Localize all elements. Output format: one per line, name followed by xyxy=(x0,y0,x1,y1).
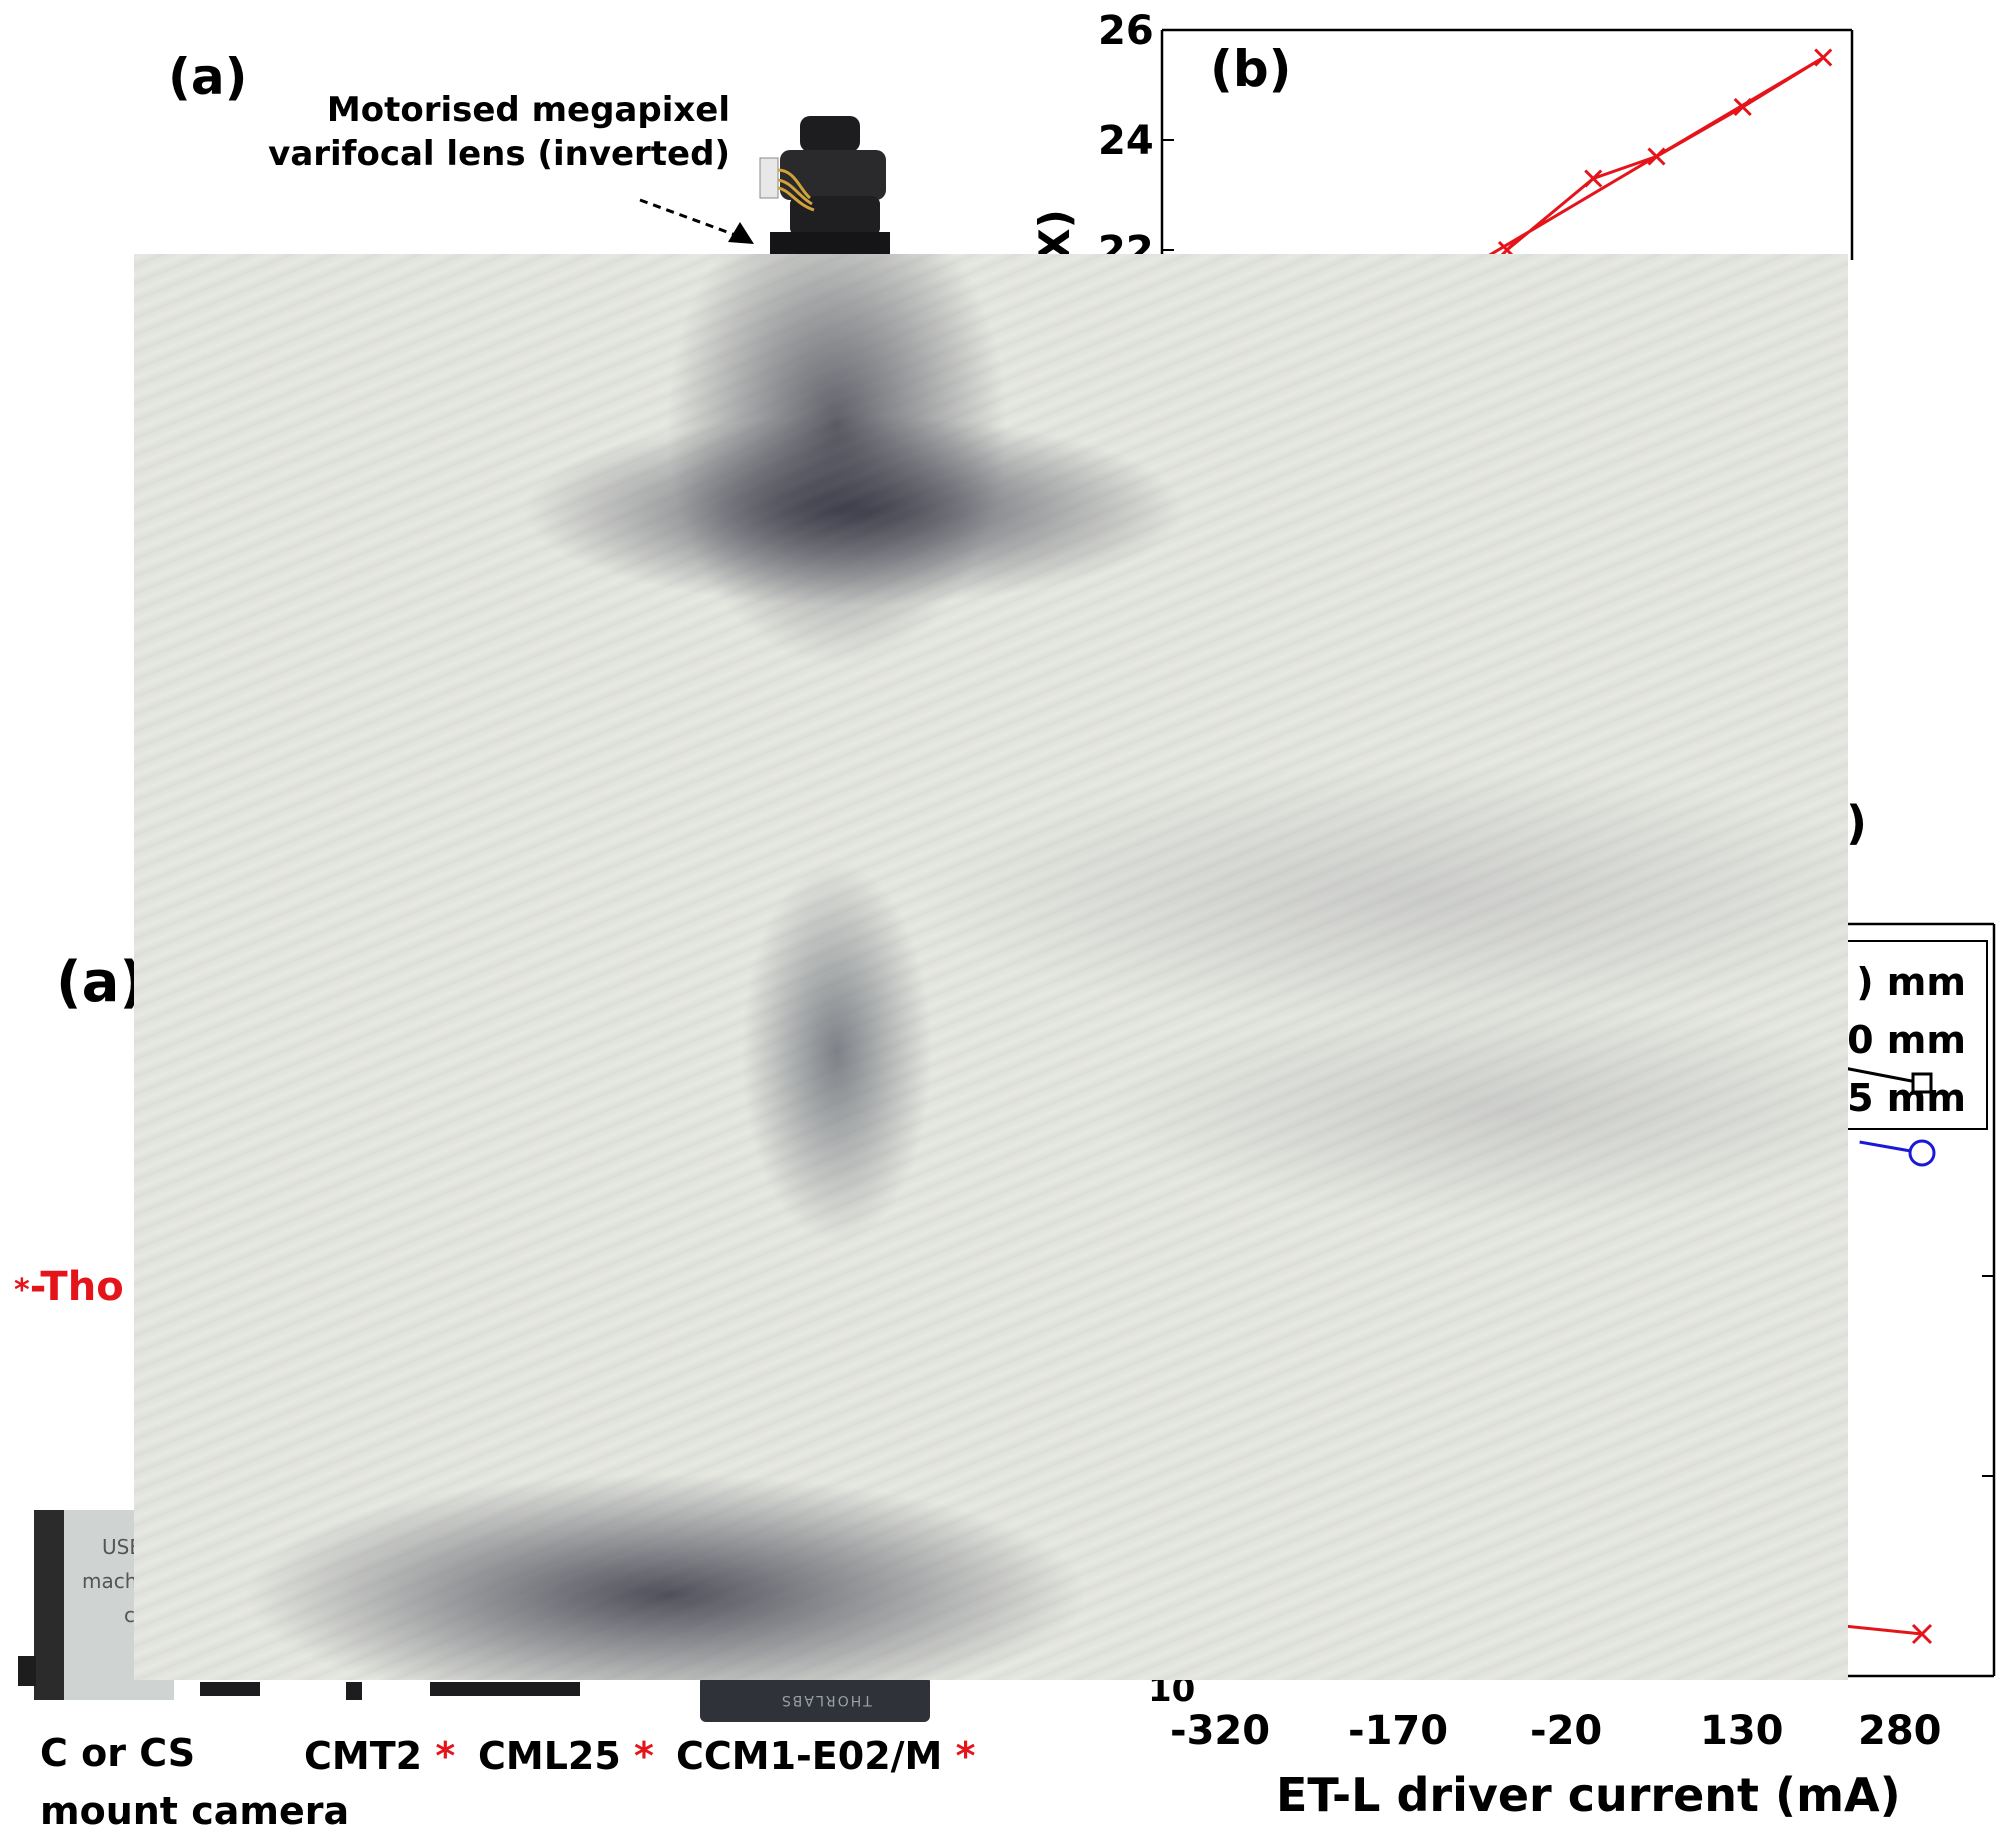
panel-a-label-mid: (a) xyxy=(56,950,145,1015)
thorlabs-note: *-Tho xyxy=(14,1264,124,1310)
panel-b-point xyxy=(1647,147,1666,166)
part-cmt2-body xyxy=(200,1682,260,1696)
part-ccm1-name: CCM1-E02/M xyxy=(676,1734,943,1778)
panel-b-point xyxy=(1814,48,1833,67)
part-cml25-star: * xyxy=(634,1734,654,1778)
part-cmt2-ring xyxy=(346,1682,362,1700)
xtick-neg20: -20 xyxy=(1530,1708,1603,1754)
legend-row-3: 5 mm xyxy=(1847,1076,1966,1120)
panel-b-series-line xyxy=(1478,56,1825,260)
part-cmt2: CMT2 * xyxy=(304,1734,455,1778)
part-ccm1-star: * xyxy=(955,1734,976,1778)
callout-arrow xyxy=(639,198,739,238)
part-cmt2-name: CMT2 xyxy=(304,1734,423,1778)
xtick-neg320: -320 xyxy=(1170,1708,1271,1754)
part-cmt2-star: * xyxy=(435,1734,456,1778)
part-ccm1: CCM1-E02/M * xyxy=(676,1734,975,1778)
thorlabs-engraving: THORLABS xyxy=(780,1692,872,1708)
panel-b-label: (b) xyxy=(1210,40,1292,98)
legend-row-1: ) mm xyxy=(1856,960,1966,1004)
panel-c-title-fragment: ) xyxy=(1846,796,1868,850)
occlusion-noise-block xyxy=(134,254,1848,1680)
thorlabs-note-text: -Tho xyxy=(29,1264,124,1310)
lens-connector xyxy=(759,157,779,199)
part-ccm1-body xyxy=(700,1676,930,1722)
panel-b-point xyxy=(1733,97,1752,117)
lens-callout: Motorised megapixel varifocal lens (inve… xyxy=(260,88,730,176)
camera-connector xyxy=(18,1656,36,1686)
callout-arrowhead xyxy=(728,222,754,244)
camera-label-line2: mount camera xyxy=(40,1789,350,1833)
camera-label: C or CS mount camera xyxy=(40,1724,349,1840)
panel-a-label-top: (a) xyxy=(168,48,248,106)
panel-c-frame xyxy=(1848,922,1996,1678)
panel-b-series xyxy=(1478,48,1833,260)
part-cml25-body xyxy=(430,1682,580,1696)
panel-b-ytick-24: 24 xyxy=(1098,118,1154,164)
camera-body-dark xyxy=(34,1510,64,1700)
lens-mid-ring xyxy=(780,150,886,200)
camera-label-line1: C or CS xyxy=(40,1731,196,1775)
panel-b-point xyxy=(1584,169,1603,188)
xtick-130: 130 xyxy=(1700,1708,1784,1754)
panel-c-xlabel: ET-L driver current (mA) xyxy=(1276,1768,1901,1822)
legend-row-2: 0 mm xyxy=(1847,1018,1966,1062)
xtick-neg170: -170 xyxy=(1348,1708,1449,1754)
lens-callout-line1: Motorised megapixel xyxy=(326,90,730,130)
panel-b-plot xyxy=(1160,28,1854,260)
xtick-280: 280 xyxy=(1858,1708,1942,1754)
part-cml25-name: CML25 xyxy=(478,1734,621,1778)
lens-wires xyxy=(777,168,815,212)
lens-lower-ring xyxy=(790,196,880,236)
part-cml25: CML25 * xyxy=(478,1734,654,1778)
lens-top-ring xyxy=(800,116,860,152)
panel-b-ytick-26: 26 xyxy=(1098,8,1154,54)
lens-photo xyxy=(639,116,890,260)
lens-callout-line2: varifocal lens (inverted) xyxy=(268,134,730,174)
thorlabs-note-star: * xyxy=(14,1273,30,1308)
tube-parts-photo xyxy=(200,1676,930,1722)
